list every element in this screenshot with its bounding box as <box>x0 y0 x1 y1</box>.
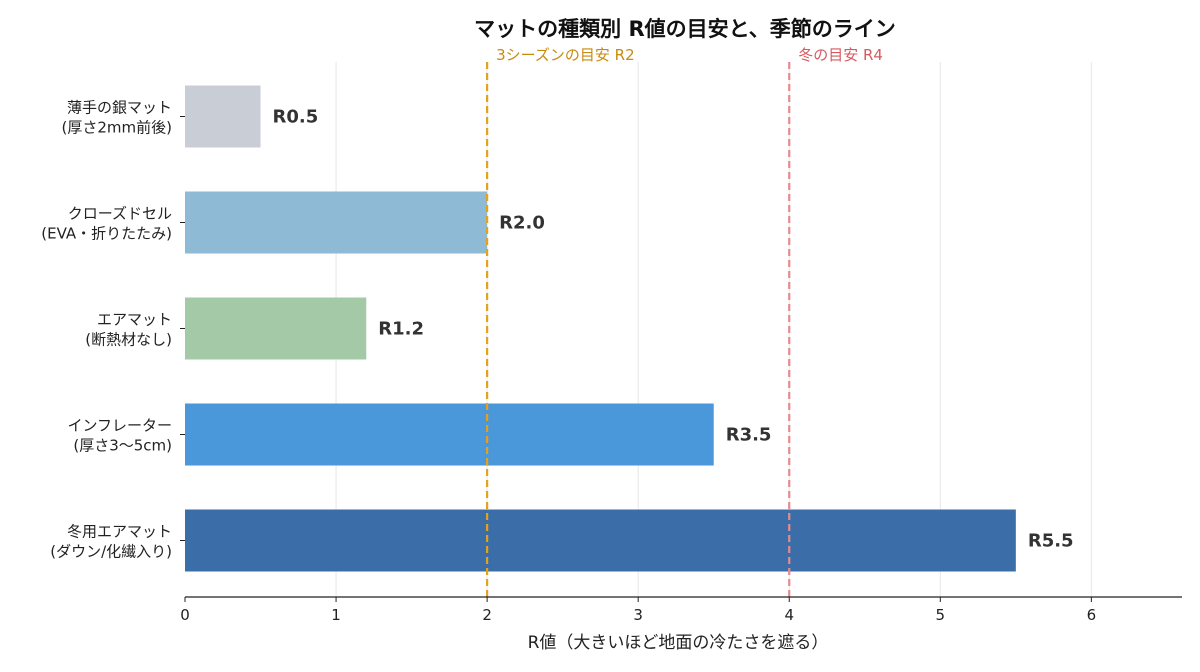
bar-1 <box>185 191 488 254</box>
value-label-2: R1.2 <box>378 319 424 340</box>
category-label-2-line2: (断熱材なし) <box>85 331 172 349</box>
bar-3 <box>185 403 714 466</box>
category-label-2-line1: エアマット <box>97 311 172 329</box>
chart-title: マットの種類別 R値の目安と、季節のライン <box>474 17 896 41</box>
category-label-4-line1: 冬用エアマット <box>67 523 172 541</box>
category-label-3-line2: (厚さ3〜5cm) <box>73 437 172 455</box>
category-label-0-line2: (厚さ2mm前後) <box>62 119 172 137</box>
reference-lines: 3シーズンの目安 R2 冬の目安 R4 <box>486 46 883 597</box>
x-tick-label-4: 4 <box>784 606 794 624</box>
value-label-3: R3.5 <box>726 425 772 446</box>
bars: R0.5 R2.0 R1.2 R3.5 R5.5 <box>185 85 1074 572</box>
bar-4 <box>185 509 1016 572</box>
category-label-3-line1: インフレーター <box>67 417 172 435</box>
category-label-4-line2: (ダウン/化繊入り) <box>50 543 172 561</box>
category-labels: 薄手の銀マット (厚さ2mm前後) クローズドセル (EVA・折りたたみ) エアマット (… <box>41 99 185 561</box>
value-label-0: R0.5 <box>273 107 319 128</box>
x-tick-label-6: 6 <box>1087 606 1097 624</box>
x-tick-label-3: 3 <box>633 606 643 624</box>
x-axis-title: R値（大きいほど地面の冷たさを遮る） <box>528 633 829 653</box>
category-label-1-line1: クローズドセル <box>68 205 172 223</box>
x-tick-label-0: 0 <box>180 606 190 624</box>
x-tick-label-2: 2 <box>482 606 492 624</box>
reference-label-0: 3シーズンの目安 R2 <box>496 46 635 64</box>
reference-label-1: 冬の目安 R4 <box>798 46 883 64</box>
x-axis: 0 1 2 3 4 5 6 <box>180 596 1182 624</box>
bar-0 <box>185 85 261 148</box>
bar-2 <box>185 297 367 360</box>
value-label-4: R5.5 <box>1028 531 1074 552</box>
value-label-1: R2.0 <box>499 213 545 234</box>
x-tick-label-1: 1 <box>331 606 341 624</box>
category-label-0-line1: 薄手の銀マット <box>67 99 172 117</box>
category-label-1-line2: (EVA・折りたたみ) <box>41 225 172 243</box>
x-tick-label-5: 5 <box>936 606 946 624</box>
